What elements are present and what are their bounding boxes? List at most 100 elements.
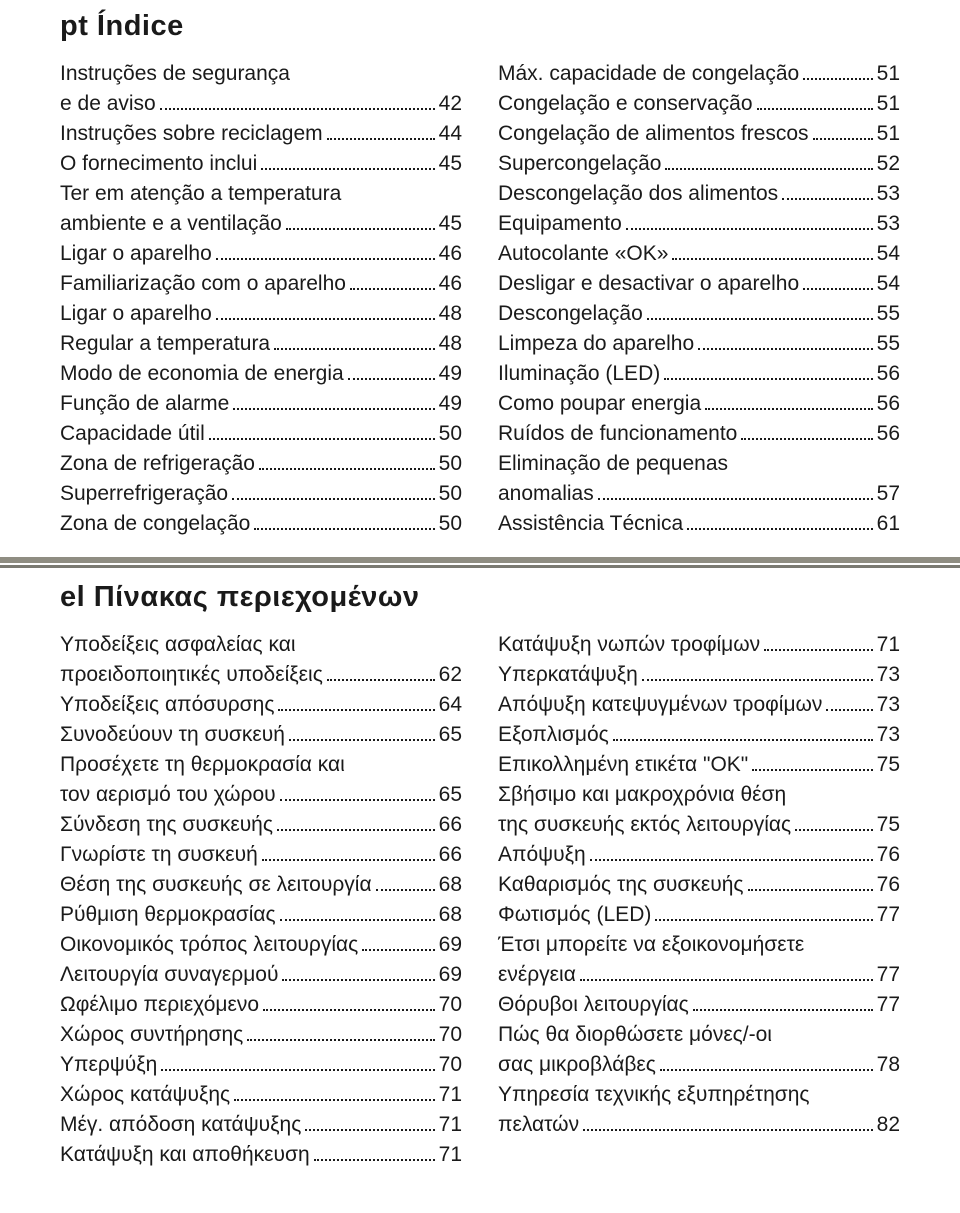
toc-label: Ρύθμιση θερμοκρασίας	[60, 900, 276, 930]
toc-page-number: 61	[877, 509, 900, 539]
toc-leader-dots	[280, 919, 435, 921]
toc-entry: Συνοδεύουν τη συσκευή 65	[60, 720, 462, 750]
toc-entry: Regular a temperatura48	[60, 329, 462, 359]
toc-label: σας μικροβλάβες	[498, 1050, 656, 1080]
toc-label: Regular a temperatura	[60, 329, 270, 359]
toc-entry: Zona de congelação50	[60, 509, 462, 539]
toc-page-number: 66	[439, 840, 462, 870]
toc-el-left-col: Υποδείξεις ασφαλείας καιπροειδοποιητικές…	[60, 630, 462, 1170]
toc-leader-dots	[795, 829, 872, 831]
toc-entry: Υποδείξεις ασφαλείας και	[60, 630, 462, 660]
toc-page-number: 75	[877, 750, 900, 780]
toc-entry: Eliminação de pequenas	[498, 449, 900, 479]
toc-label: Zona de congelação	[60, 509, 250, 539]
toc-leader-dots	[289, 739, 435, 741]
toc-label: Υπερκατάψυξη	[498, 660, 638, 690]
toc-entry: Desligar e desactivar o aparelho54	[498, 269, 900, 299]
toc-leader-dots	[277, 829, 435, 831]
toc-entry: τον αερισμό του χώρου65	[60, 780, 462, 810]
toc-leader-dots	[655, 919, 872, 921]
toc-entry: της συσκευής εκτός λειτουργίας75	[498, 810, 900, 840]
toc-page-number: 52	[877, 149, 900, 179]
toc-entry: Επικολλημένη ετικέτα "OK" 75	[498, 750, 900, 780]
toc-page-number: 65	[439, 720, 462, 750]
toc-label: Congelação e conservação	[498, 89, 753, 119]
toc-entry: Assistência Técnica61	[498, 509, 900, 539]
toc-leader-dots	[348, 378, 435, 380]
toc-page-number: 62	[439, 660, 462, 690]
toc-pt-left-col: Instruções de segurançae de aviso42Instr…	[60, 59, 462, 539]
toc-leader-dots	[350, 288, 435, 290]
toc-leader-dots	[327, 138, 435, 140]
page: pt Índice Instruções de segurançae de av…	[0, 0, 960, 1213]
toc-entry: Κατάψυξη και αποθήκευση71	[60, 1140, 462, 1170]
toc-entry: Λειτουργία συναγερμού69	[60, 960, 462, 990]
toc-entry: Ter em atenção a temperatura	[60, 179, 462, 209]
toc-entry: Έτσι μπορείτε να εξοικονομήσετε	[498, 930, 900, 960]
toc-label: Υπερψύξη	[60, 1050, 157, 1080]
toc-leader-dots	[362, 949, 434, 951]
toc-leader-dots	[813, 138, 873, 140]
toc-leader-dots	[583, 1129, 873, 1131]
toc-page-number: 71	[439, 1110, 462, 1140]
toc-page-number: 64	[439, 690, 462, 720]
toc-page-number: 53	[877, 179, 900, 209]
toc-page-number: 50	[439, 419, 462, 449]
toc-pt: Instruções de segurançae de aviso42Instr…	[60, 59, 900, 539]
toc-page-number: 48	[439, 299, 462, 329]
toc-entry: Como poupar energia56	[498, 389, 900, 419]
toc-label: Congelação de alimentos frescos	[498, 119, 809, 149]
toc-label: Χώρος κατάψυξης	[60, 1080, 230, 1110]
toc-label: Θόρυβοι λειτουργίας	[498, 990, 689, 1020]
toc-page-number: 76	[877, 840, 900, 870]
toc-entry: Ρύθμιση θερμοκρασίας68	[60, 900, 462, 930]
toc-label: Iluminação (LED)	[498, 359, 660, 389]
toc-label: anomalias	[498, 479, 594, 509]
toc-leader-dots	[278, 709, 434, 711]
toc-entry: Iluminação (LED) 56	[498, 359, 900, 389]
toc-leader-dots	[647, 318, 873, 320]
toc-page-number: 56	[877, 389, 900, 419]
toc-page-number: 73	[877, 720, 900, 750]
toc-page-number: 56	[877, 419, 900, 449]
toc-leader-dots	[274, 348, 435, 350]
toc-label: ενέργεια	[498, 960, 576, 990]
toc-page-number: 56	[877, 359, 900, 389]
toc-leader-dots	[672, 258, 872, 260]
toc-entry: Ligar o aparelho46	[60, 239, 462, 269]
toc-page-number: 50	[439, 479, 462, 509]
toc-leader-dots	[698, 348, 873, 350]
toc-leader-dots	[782, 198, 872, 200]
toc-leader-dots	[626, 228, 873, 230]
toc-label: Κατάψυξη νωπών τροφίμων	[498, 630, 760, 660]
toc-label: Função de alarme	[60, 389, 229, 419]
toc-page-number: 51	[877, 59, 900, 89]
toc-label: Πώς θα διορθώσετε μόνες/-οι	[498, 1020, 772, 1050]
toc-leader-dots	[803, 78, 872, 80]
toc-label: O fornecimento inclui	[60, 149, 257, 179]
toc-page-number: 49	[439, 359, 462, 389]
toc-entry: Υπηρεσία τεχνικής εξυπηρέτησης	[498, 1080, 900, 1110]
toc-entry: Εξοπλισμός73	[498, 720, 900, 750]
toc-label: Συνοδεύουν τη συσκευή	[60, 720, 285, 750]
toc-page-number: 65	[439, 780, 462, 810]
toc-entry: Descongelação55	[498, 299, 900, 329]
toc-page-number: 54	[877, 269, 900, 299]
toc-el-right-col: Κατάψυξη νωπών τροφίμων71Υπερκατάψυξη73Α…	[498, 630, 900, 1170]
toc-entry: Autocolante «OK»54	[498, 239, 900, 269]
toc-label: Επικολλημένη ετικέτα "OK"	[498, 750, 748, 780]
toc-label: Descongelação dos alimentos	[498, 179, 778, 209]
toc-leader-dots	[665, 168, 872, 170]
toc-entry: Σβήσιμο και μακροχρόνια θέση	[498, 780, 900, 810]
toc-entry: O fornecimento inclui45	[60, 149, 462, 179]
toc-label: Limpeza do aparelho	[498, 329, 694, 359]
toc-entry: Supercongelação52	[498, 149, 900, 179]
toc-label: Έτσι μπορείτε να εξοικονομήσετε	[498, 930, 804, 960]
toc-leader-dots	[803, 288, 872, 290]
toc-leader-dots	[752, 769, 872, 771]
toc-leader-dots	[660, 1069, 873, 1071]
toc-entry: Limpeza do aparelho55	[498, 329, 900, 359]
toc-entry: ambiente e a ventilação45	[60, 209, 462, 239]
toc-label: προειδοποιητικές υποδείξεις	[60, 660, 323, 690]
toc-label: Superrefrigeração	[60, 479, 228, 509]
